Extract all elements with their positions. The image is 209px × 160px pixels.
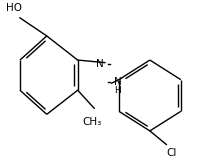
Text: H: H (114, 86, 121, 95)
Text: N: N (114, 77, 121, 87)
Text: Cl: Cl (166, 148, 177, 157)
Text: CH₃: CH₃ (83, 117, 102, 127)
Text: N: N (96, 59, 103, 69)
Text: HO: HO (6, 3, 22, 13)
